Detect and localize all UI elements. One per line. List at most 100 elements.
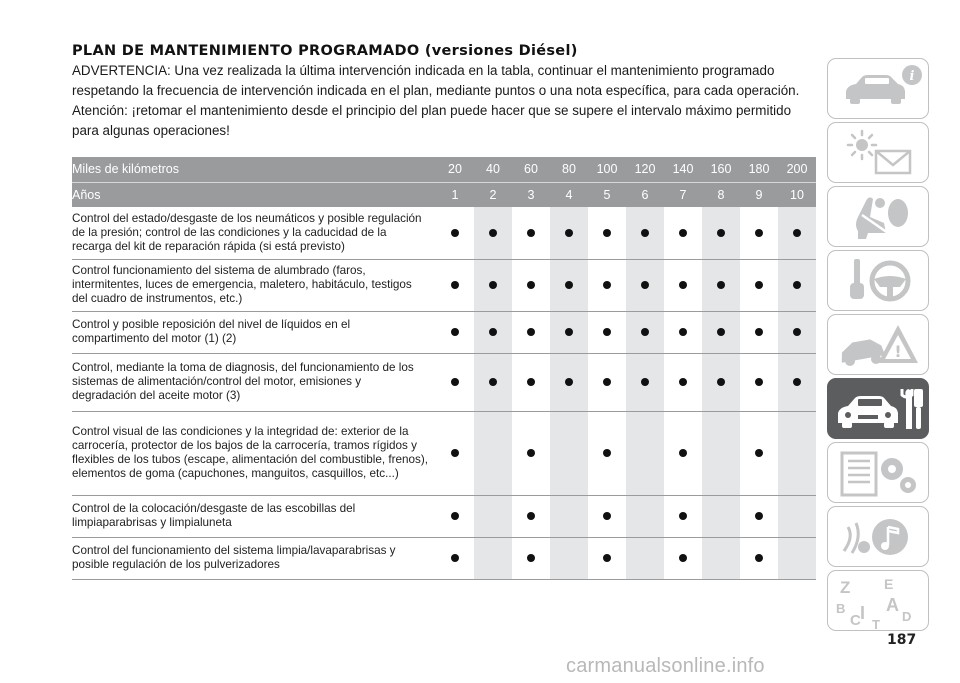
operation-description: Control, mediante la toma de diagnosis, … [72,353,436,412]
multimedia-icon [842,519,908,555]
operation-description: Control funcionamiento del sistema de al… [72,259,436,312]
interval-cell [702,207,740,260]
check-dot-icon [565,281,573,289]
km-header-label: Miles de kilómetros [72,157,436,182]
tab-car-info[interactable]: i [827,58,929,119]
tab-maintenance[interactable] [827,378,929,439]
check-dot-icon [527,378,535,386]
warning-paragraph: ADVERTENCIA: Una vez realizada la última… [72,63,800,98]
interval-cell [664,411,702,496]
operation-description: Control del estado/desgaste de los neumá… [72,207,436,260]
interval-cell [702,259,740,312]
interval-cell [550,411,588,496]
check-dot-icon [679,281,687,289]
check-dot-icon [793,378,801,386]
check-dot-icon [603,449,611,457]
interval-cell [740,311,778,354]
check-dot-icon [755,378,763,386]
interval-cell [778,311,816,354]
tab-starting-driving[interactable] [827,250,929,311]
interval-cell [626,207,664,260]
check-dot-icon [679,328,687,336]
operation-description: Control visual de las condiciones y la i… [72,411,436,496]
attention-paragraph: Atención: ¡retomar el mantenimiento desd… [72,103,792,138]
interval-cell [588,411,626,496]
interval-cell [778,207,816,260]
years-header-cell: 10 [778,181,816,207]
check-dot-icon [717,281,725,289]
svg-text:I: I [860,603,865,623]
km-header-cell: 200 [778,157,816,182]
check-dot-icon [755,449,763,457]
tab-safety[interactable] [827,186,929,247]
km-header-cell: 140 [664,157,702,182]
interval-cell [474,411,512,496]
check-dot-icon [527,449,535,457]
km-header-cell: 20 [436,157,474,182]
interval-cell [664,353,702,412]
check-dot-icon [451,378,459,386]
interval-cell [588,311,626,354]
check-dot-icon [641,281,649,289]
km-header-cell: 160 [702,157,740,182]
interval-cell [474,207,512,260]
interval-cell [550,537,588,580]
interval-cell [512,353,550,412]
interval-cell [626,495,664,538]
years-header-cell: 7 [664,181,702,207]
warning-lights-icon [846,129,912,175]
years-header-cell: 2 [474,181,512,207]
interval-cell [588,495,626,538]
check-dot-icon [489,228,497,237]
check-dot-icon [527,228,535,237]
interval-cell [436,353,474,412]
check-dot-icon [679,378,687,386]
index-letter: T [872,617,880,632]
interval-cell [626,411,664,496]
interval-cell [664,537,702,580]
check-dot-icon [565,328,573,336]
interval-cell [512,537,550,580]
interval-cell [778,411,816,496]
years-header-cell: 4 [550,181,588,207]
check-dot-icon [755,281,763,289]
tab-technical-data[interactable] [827,442,929,503]
index-letter: E [884,576,893,592]
interval-cell [664,259,702,312]
interval-cell [512,495,550,538]
years-header-label: Años [72,181,436,207]
check-dot-icon [527,554,535,562]
check-dot-icon [793,228,801,237]
check-dot-icon [755,328,763,336]
steering-wheel-key-icon [850,259,911,302]
tab-index[interactable]: Z E B A C D T I [827,570,929,632]
km-header-cell: 180 [740,157,778,182]
index-letter: D [902,609,911,624]
svg-text:i: i [910,69,915,84]
years-header-cell: 9 [740,181,778,207]
interval-cell [436,259,474,312]
interval-cell [778,495,816,538]
tab-emergency[interactable]: ! [827,314,929,375]
check-dot-icon [603,228,611,237]
km-header-cell: 120 [626,157,664,182]
interval-cell [740,537,778,580]
check-dot-icon [603,281,611,289]
interval-cell [436,207,474,260]
car-info-icon: i [846,65,922,104]
interval-cell [702,411,740,496]
interval-cell [550,259,588,312]
interval-cell [436,537,474,580]
table-row: Control visual de las condiciones y la i… [72,411,816,496]
check-dot-icon [489,328,497,336]
interval-cell [512,259,550,312]
interval-cell [474,353,512,412]
tab-multimedia[interactable] [827,506,929,567]
tab-warning-lights[interactable] [827,122,929,183]
table-row: Control y posible reposición del nivel d… [72,311,816,354]
interval-cell [588,207,626,260]
interval-cell [778,259,816,312]
interval-cell [512,311,550,354]
text-block: PLAN DE MANTENIMIENTO PROGRAMADO (versio… [72,42,820,140]
check-dot-icon [603,328,611,336]
